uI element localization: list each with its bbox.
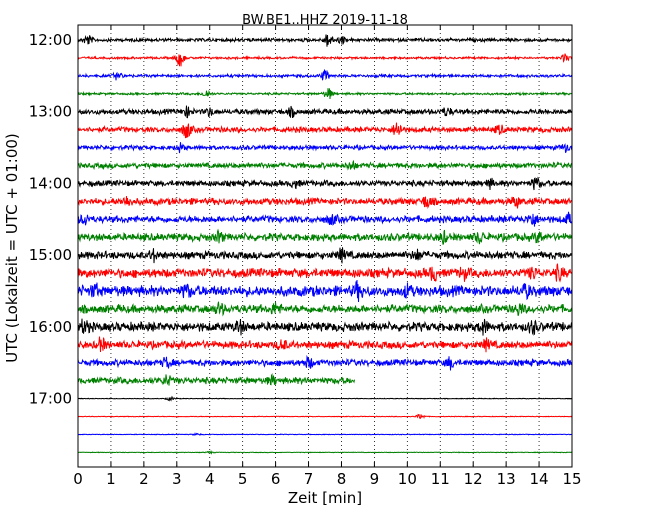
trace-group [77,34,573,455]
x-tick-label: 0 [73,470,83,488]
x-tick-label: 5 [238,470,248,488]
seismic-trace-1230 [77,69,572,81]
seismic-trace-1200 [77,34,573,47]
y-tick-label: 13:00 [29,103,72,121]
seismic-trace-1415 [77,196,573,209]
x-axis-label: Zeit [min] [288,489,362,507]
seismic-trace-1745 [77,449,573,455]
grid-lines [110,25,540,467]
y-tick-label: 16:00 [29,318,72,336]
seismic-trace-1515 [77,263,573,283]
x-tick-label: 6 [271,470,281,488]
seismic-trace-1700 [77,395,573,402]
seismic-trace-1545 [77,301,573,317]
seismic-trace-1330 [77,142,573,154]
y-axis-label: UTC (Lokalzeit = UTC + 01:00) [3,133,21,363]
y-tick-label: 12:00 [29,31,72,49]
x-tick-label: 3 [172,470,182,488]
seismic-trace-1400 [77,176,573,191]
seismic-trace-1215 [77,53,573,67]
x-tick-label: 9 [370,470,380,488]
plot-frame [77,24,573,468]
x-tick-label: 7 [304,470,314,488]
y-tick-label: 15:00 [29,246,72,264]
x-tick-label: 2 [139,470,149,488]
x-tick-label: 14 [530,470,549,488]
x-tick-label: 12 [464,470,483,488]
seismic-trace-1315 [77,122,573,139]
seismic-trace-1730 [77,432,572,436]
seismic-trace-1615 [77,336,573,353]
seismic-trace-1445 [77,228,573,245]
x-tick-label: 8 [337,470,347,488]
seismic-trace-1600 [77,318,573,336]
chart-title: BW.BE1..HHZ 2019-11-18 [242,13,408,28]
seismic-trace-1300 [77,105,573,119]
seismic-trace-1645 [77,373,355,386]
x-tick-label: 1 [106,470,116,488]
seismic-trace-1245 [77,88,573,100]
y-tick-label: 14:00 [29,174,72,192]
x-tick-label: 13 [497,470,516,488]
y-axis: 12:00 13:00 14:00 15:00 16:00 17:00 [29,31,572,408]
x-tick-label: 11 [431,470,450,488]
seismic-trace-1345 [77,159,573,171]
seismic-trace-1530 [77,279,573,303]
seismic-trace-1430 [77,211,573,227]
seismic-trace-1715 [77,413,573,420]
y-tick-label: 17:00 [29,390,72,408]
seismic-trace-1630 [77,354,573,371]
x-tick-label: 10 [398,470,417,488]
seismic-trace-1500 [77,247,573,264]
x-axis: 0 1 2 3 4 5 6 7 8 9 10 11 12 13 14 15 [73,25,582,488]
x-tick-label: 4 [205,470,215,488]
x-tick-label: 15 [562,470,581,488]
